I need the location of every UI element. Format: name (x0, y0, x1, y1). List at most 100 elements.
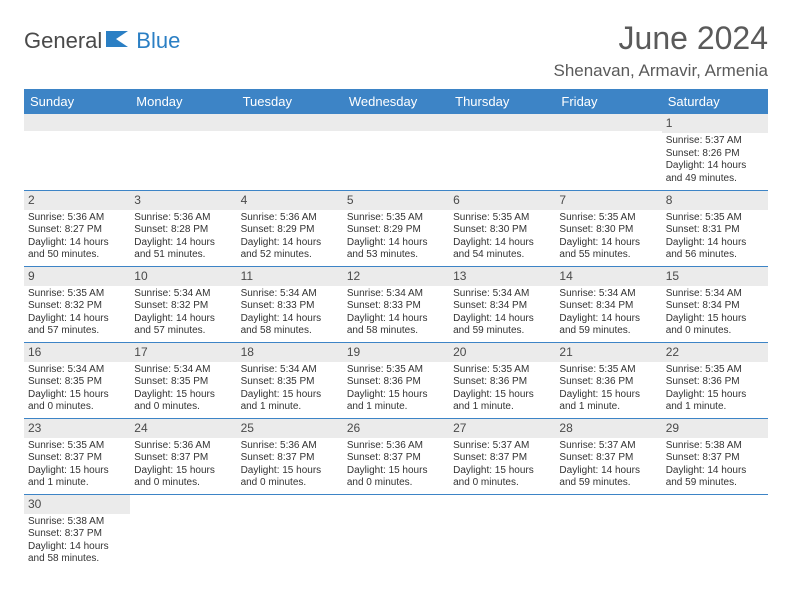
daylight-line: Daylight: 14 hours and 57 minutes. (28, 313, 126, 338)
sunrise-line: Sunrise: 5:35 AM (666, 212, 764, 225)
header: General Blue June 2024 Shenavan, Armavir… (24, 20, 768, 81)
calendar-cell: 7Sunrise: 5:35 AMSunset: 8:30 PMDaylight… (555, 190, 661, 266)
calendar-cell: 28Sunrise: 5:37 AMSunset: 8:37 PMDayligh… (555, 418, 661, 494)
daylight-line: Daylight: 14 hours and 52 minutes. (241, 237, 339, 262)
calendar-cell: 6Sunrise: 5:35 AMSunset: 8:30 PMDaylight… (449, 190, 555, 266)
calendar-cell-empty (237, 494, 343, 570)
daylight-line: Daylight: 14 hours and 59 minutes. (559, 313, 657, 338)
sunset-line: Sunset: 8:27 PM (28, 224, 126, 237)
calendar-cell: 17Sunrise: 5:34 AMSunset: 8:35 PMDayligh… (130, 342, 236, 418)
daylight-line: Daylight: 14 hours and 53 minutes. (347, 237, 445, 262)
weekday-header: Tuesday (237, 89, 343, 114)
day-number: 4 (237, 191, 343, 210)
sunset-line: Sunset: 8:37 PM (28, 452, 126, 465)
sunrise-line: Sunrise: 5:36 AM (134, 440, 232, 453)
daylight-line: Daylight: 14 hours and 58 minutes. (241, 313, 339, 338)
sunrise-line: Sunrise: 5:36 AM (241, 440, 339, 453)
calendar-cell-empty (555, 114, 661, 190)
sunrise-line: Sunrise: 5:37 AM (453, 440, 551, 453)
sunrise-line: Sunrise: 5:34 AM (134, 364, 232, 377)
daylight-line: Daylight: 15 hours and 0 minutes. (666, 313, 764, 338)
day-number: 20 (449, 343, 555, 362)
daylight-line: Daylight: 15 hours and 1 minute. (453, 389, 551, 414)
calendar-cell: 11Sunrise: 5:34 AMSunset: 8:33 PMDayligh… (237, 266, 343, 342)
calendar-cell-empty (662, 494, 768, 570)
day-number: 24 (130, 419, 236, 438)
sunrise-line: Sunrise: 5:34 AM (453, 288, 551, 301)
logo-text-blue: Blue (136, 28, 180, 54)
weekday-header: Saturday (662, 89, 768, 114)
calendar-cell-empty (449, 494, 555, 570)
daylight-line: Daylight: 14 hours and 56 minutes. (666, 237, 764, 262)
calendar-cell: 8Sunrise: 5:35 AMSunset: 8:31 PMDaylight… (662, 190, 768, 266)
calendar-row: 9Sunrise: 5:35 AMSunset: 8:32 PMDaylight… (24, 266, 768, 342)
day-number: 30 (24, 495, 130, 514)
sunset-line: Sunset: 8:34 PM (559, 300, 657, 313)
daylight-line: Daylight: 15 hours and 1 minute. (559, 389, 657, 414)
daylight-line: Daylight: 15 hours and 0 minutes. (241, 465, 339, 490)
daylight-line: Daylight: 14 hours and 49 minutes. (666, 160, 764, 185)
day-number: 16 (24, 343, 130, 362)
daylight-line: Daylight: 15 hours and 1 minute. (666, 389, 764, 414)
sunset-line: Sunset: 8:32 PM (134, 300, 232, 313)
weekday-header-row: SundayMondayTuesdayWednesdayThursdayFrid… (24, 89, 768, 114)
sunrise-line: Sunrise: 5:36 AM (241, 212, 339, 225)
calendar-row: 2Sunrise: 5:36 AMSunset: 8:27 PMDaylight… (24, 190, 768, 266)
sunrise-line: Sunrise: 5:35 AM (666, 364, 764, 377)
daylight-line: Daylight: 14 hours and 59 minutes. (453, 313, 551, 338)
calendar-body: 1Sunrise: 5:37 AMSunset: 8:26 PMDaylight… (24, 114, 768, 570)
sunset-line: Sunset: 8:37 PM (347, 452, 445, 465)
sunrise-line: Sunrise: 5:34 AM (347, 288, 445, 301)
sunset-line: Sunset: 8:37 PM (559, 452, 657, 465)
daylight-line: Daylight: 15 hours and 0 minutes. (453, 465, 551, 490)
daylight-line: Daylight: 14 hours and 55 minutes. (559, 237, 657, 262)
calendar-cell-empty (130, 114, 236, 190)
sunrise-line: Sunrise: 5:35 AM (559, 364, 657, 377)
day-number: 29 (662, 419, 768, 438)
daylight-line: Daylight: 14 hours and 59 minutes. (559, 465, 657, 490)
sunrise-line: Sunrise: 5:35 AM (453, 364, 551, 377)
calendar-cell-empty (24, 114, 130, 190)
day-number: 13 (449, 267, 555, 286)
sunset-line: Sunset: 8:28 PM (134, 224, 232, 237)
sunset-line: Sunset: 8:31 PM (666, 224, 764, 237)
day-number: 26 (343, 419, 449, 438)
daylight-line: Daylight: 14 hours and 50 minutes. (28, 237, 126, 262)
sunrise-line: Sunrise: 5:35 AM (347, 212, 445, 225)
daylight-line: Daylight: 14 hours and 54 minutes. (453, 237, 551, 262)
sunrise-line: Sunrise: 5:36 AM (134, 212, 232, 225)
sunset-line: Sunset: 8:37 PM (241, 452, 339, 465)
daylight-line: Daylight: 15 hours and 0 minutes. (134, 465, 232, 490)
calendar-cell: 23Sunrise: 5:35 AMSunset: 8:37 PMDayligh… (24, 418, 130, 494)
day-number: 25 (237, 419, 343, 438)
sunrise-line: Sunrise: 5:35 AM (28, 440, 126, 453)
sunrise-line: Sunrise: 5:34 AM (241, 288, 339, 301)
location: Shenavan, Armavir, Armenia (553, 61, 768, 81)
day-number: 15 (662, 267, 768, 286)
sunset-line: Sunset: 8:29 PM (347, 224, 445, 237)
calendar-cell-empty (343, 494, 449, 570)
day-number: 21 (555, 343, 661, 362)
sunrise-line: Sunrise: 5:34 AM (559, 288, 657, 301)
sunset-line: Sunset: 8:37 PM (453, 452, 551, 465)
sunset-line: Sunset: 8:33 PM (241, 300, 339, 313)
daylight-line: Daylight: 15 hours and 1 minute. (241, 389, 339, 414)
calendar-cell-empty (555, 494, 661, 570)
day-number: 14 (555, 267, 661, 286)
flag-icon (106, 29, 134, 54)
calendar-cell: 13Sunrise: 5:34 AMSunset: 8:34 PMDayligh… (449, 266, 555, 342)
day-number: 2 (24, 191, 130, 210)
calendar-cell: 21Sunrise: 5:35 AMSunset: 8:36 PMDayligh… (555, 342, 661, 418)
daylight-line: Daylight: 15 hours and 0 minutes. (28, 389, 126, 414)
sunrise-line: Sunrise: 5:38 AM (28, 516, 126, 529)
title-block: June 2024 Shenavan, Armavir, Armenia (553, 20, 768, 81)
sunset-line: Sunset: 8:32 PM (28, 300, 126, 313)
daylight-line: Daylight: 14 hours and 57 minutes. (134, 313, 232, 338)
calendar-table: SundayMondayTuesdayWednesdayThursdayFrid… (24, 89, 768, 570)
day-number: 7 (555, 191, 661, 210)
day-number: 28 (555, 419, 661, 438)
calendar-cell: 30Sunrise: 5:38 AMSunset: 8:37 PMDayligh… (24, 494, 130, 570)
daylight-line: Daylight: 15 hours and 0 minutes. (347, 465, 445, 490)
daylight-line: Daylight: 14 hours and 58 minutes. (347, 313, 445, 338)
day-number: 9 (24, 267, 130, 286)
